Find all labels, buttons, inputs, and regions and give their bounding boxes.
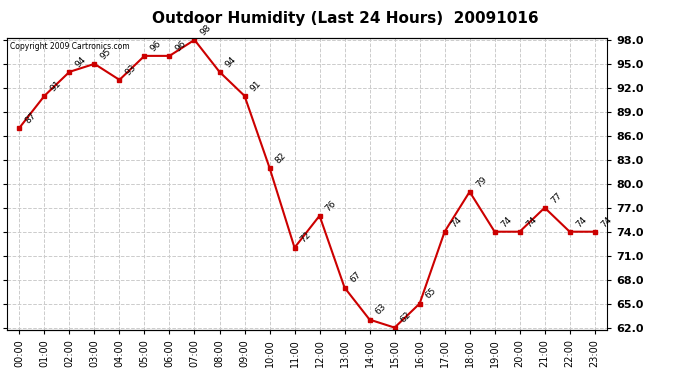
Text: 65: 65 [424,286,438,301]
Text: Outdoor Humidity (Last 24 Hours)  20091016: Outdoor Humidity (Last 24 Hours) 2009101… [152,11,538,26]
Text: 87: 87 [23,111,38,125]
Text: 95: 95 [99,46,113,61]
Text: 67: 67 [348,270,363,285]
Text: 63: 63 [374,302,388,317]
Text: 96: 96 [148,39,163,53]
Text: 74: 74 [574,214,589,229]
Text: 94: 94 [74,55,88,69]
Text: 93: 93 [124,63,138,77]
Text: 74: 74 [524,214,538,229]
Text: 72: 72 [299,231,313,245]
Text: 82: 82 [274,151,288,165]
Text: 62: 62 [399,310,413,325]
Text: 98: 98 [199,22,213,37]
Text: 91: 91 [48,79,63,93]
Text: 74: 74 [448,214,463,229]
Text: 96: 96 [174,39,188,53]
Text: Copyright 2009 Cartronics.com: Copyright 2009 Cartronics.com [10,42,130,51]
Text: 94: 94 [224,55,238,69]
Text: 91: 91 [248,79,263,93]
Text: 74: 74 [499,214,513,229]
Text: 79: 79 [474,174,489,189]
Text: 74: 74 [599,214,613,229]
Text: 76: 76 [324,198,338,213]
Text: 77: 77 [549,190,563,205]
